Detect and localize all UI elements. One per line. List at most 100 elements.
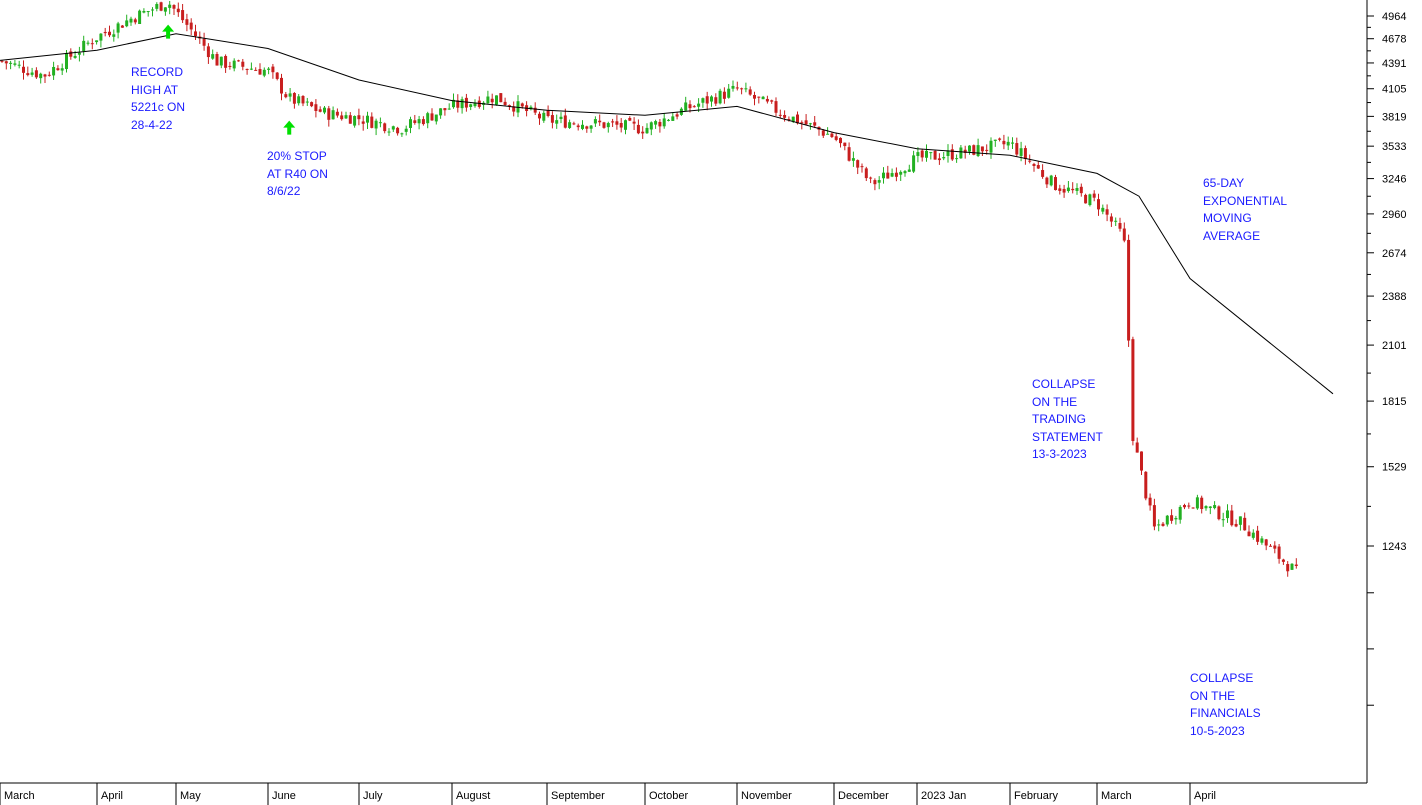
candle-body xyxy=(869,177,873,179)
candle-body xyxy=(1256,530,1260,542)
candle-body xyxy=(860,166,864,168)
candle-body xyxy=(899,171,903,175)
candle-body xyxy=(916,152,920,156)
candle-body xyxy=(804,120,808,125)
candle-body xyxy=(151,9,154,11)
y-tick-label: 2674 xyxy=(1382,248,1406,260)
candle-body xyxy=(507,105,511,107)
candle-body xyxy=(348,115,352,124)
x-tick-label: July xyxy=(363,790,383,802)
candle-body xyxy=(400,133,404,135)
candle-body xyxy=(1045,177,1049,185)
candle-body xyxy=(740,88,744,90)
candle-body xyxy=(658,121,662,127)
candle-body xyxy=(1174,518,1178,520)
candle-body xyxy=(873,180,877,185)
candle-body xyxy=(611,121,615,123)
candle-body xyxy=(538,113,541,119)
candle-body xyxy=(1084,194,1088,204)
candle-body xyxy=(520,103,524,107)
candle-body xyxy=(1230,510,1234,526)
candle-body xyxy=(301,96,305,104)
candle-body xyxy=(383,123,387,132)
candlestick-series xyxy=(0,0,1298,577)
candle-body xyxy=(168,4,172,8)
candle-body xyxy=(1269,545,1272,547)
candle-body xyxy=(1028,160,1032,162)
candle-body xyxy=(228,65,232,67)
candle-body xyxy=(555,120,559,124)
annotation-collapse-trading: COLLAPSE ON THE TRADING STATEMENT 13-3-2… xyxy=(1032,377,1103,461)
candle-body xyxy=(189,22,193,30)
candle-body xyxy=(1011,142,1014,144)
candle-body xyxy=(163,7,167,12)
candle-body xyxy=(735,87,739,89)
candle-body xyxy=(129,18,133,23)
candle-body xyxy=(447,108,451,110)
candle-body xyxy=(813,122,817,126)
candle-body xyxy=(641,131,645,134)
x-tick-label: June xyxy=(272,790,296,802)
candle-body xyxy=(727,88,731,98)
candle-body xyxy=(778,114,782,116)
candle-body xyxy=(1170,515,1174,521)
ema-line xyxy=(0,33,1334,395)
candle-body xyxy=(65,52,68,70)
annotation-collapse-financials: COLLAPSE ON THE FINANCIALS 10-5-2023 xyxy=(1190,671,1261,738)
candle-body xyxy=(155,4,159,9)
candle-body xyxy=(353,116,357,126)
candle-body xyxy=(262,69,266,76)
candle-body xyxy=(976,145,980,157)
candle-body xyxy=(331,110,335,120)
x-tick-label: December xyxy=(838,790,889,802)
candle-body xyxy=(1290,563,1294,570)
candle-body xyxy=(598,120,602,123)
candle-body xyxy=(387,131,391,133)
candle-body xyxy=(391,126,395,130)
candle-body xyxy=(800,122,804,124)
candle-body xyxy=(985,149,989,151)
candle-body xyxy=(0,60,4,62)
candle-body xyxy=(1152,505,1156,527)
candle-body xyxy=(1243,517,1247,531)
candle-body xyxy=(989,140,993,153)
candle-body xyxy=(847,147,851,161)
candle-body xyxy=(439,108,443,116)
candle-body xyxy=(310,102,314,107)
x-tick-label: March xyxy=(4,790,35,802)
candle-body xyxy=(791,116,795,122)
x-tick-label: March xyxy=(1101,790,1132,802)
candle-body xyxy=(1178,506,1182,520)
candle-body xyxy=(774,101,778,113)
candle-body xyxy=(224,55,228,68)
candle-body xyxy=(675,114,679,117)
candle-body xyxy=(877,180,881,183)
candle-body xyxy=(460,99,464,109)
candle-body xyxy=(1075,188,1079,191)
candle-body xyxy=(546,110,550,116)
candle-body xyxy=(133,19,137,23)
annotation-ema: 65-DAY EXPONENTIAL MOVING AVERAGE xyxy=(1203,176,1288,243)
candle-body xyxy=(714,97,718,104)
x-tick-label: February xyxy=(1014,790,1059,802)
candle-body xyxy=(1264,539,1268,546)
candle-body xyxy=(176,8,180,13)
candle-body xyxy=(73,55,77,58)
candle-body xyxy=(99,33,103,41)
candle-body xyxy=(826,133,830,135)
candle-body xyxy=(1118,223,1122,229)
candle-body xyxy=(232,60,236,69)
y-tick-label: 2960 xyxy=(1382,209,1406,221)
candle-body xyxy=(1234,523,1238,527)
candle-body xyxy=(959,147,963,159)
candle-body xyxy=(1247,531,1251,537)
candle-body xyxy=(572,123,576,125)
candle-body xyxy=(26,73,30,76)
candle-body xyxy=(95,40,99,43)
y-tick-label: 3819 xyxy=(1382,111,1406,123)
candle-body xyxy=(912,155,916,172)
candle-body xyxy=(1161,523,1165,526)
y-tick-label: 4964 xyxy=(1382,11,1406,23)
annotation-stop: 20% STOP AT R40 ON 8/6/22 xyxy=(267,149,328,198)
candle-body xyxy=(86,42,90,44)
